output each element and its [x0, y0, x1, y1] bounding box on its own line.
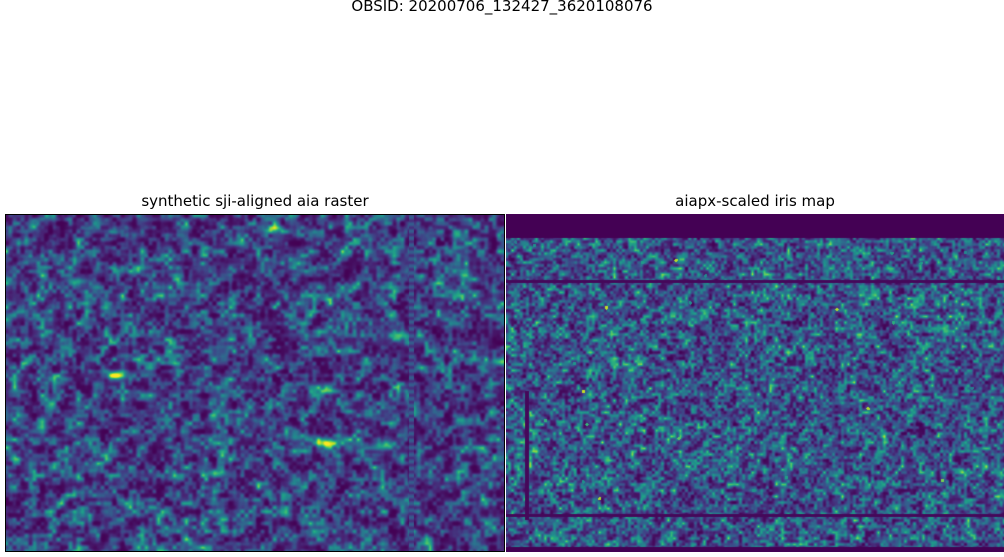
right-panel-title: aiapx-scaled iris map — [675, 192, 835, 210]
left-panel-title: synthetic sji-aligned aia raster — [141, 192, 369, 210]
figure-suptitle: OBSID: 20200706_132427_3620108076 — [351, 0, 653, 15]
aia-raster-heatmap — [5, 214, 505, 552]
iris-map-canvas — [506, 214, 1004, 552]
iris-map-heatmap — [506, 214, 1004, 552]
aia-raster-canvas — [6, 215, 504, 551]
